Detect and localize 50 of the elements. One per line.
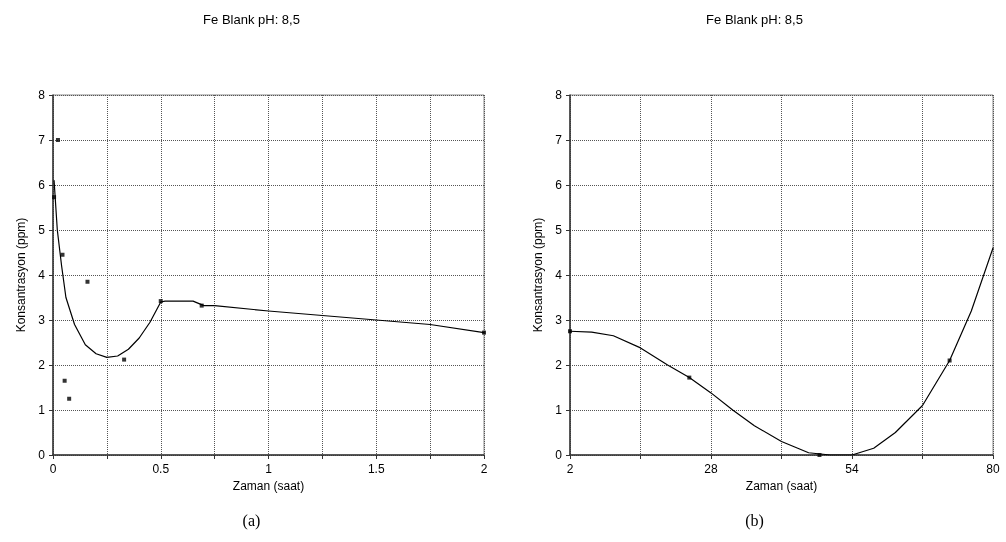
- y-tick-label: 7: [38, 133, 46, 147]
- y-tick-label: 8: [38, 88, 46, 102]
- y-tick-label: 6: [555, 178, 563, 192]
- text: (a): [242, 511, 261, 530]
- y-tick-label: 4: [38, 268, 46, 282]
- line-series: [53, 179, 485, 358]
- point: [568, 329, 572, 334]
- y-tick-label: 6: [38, 178, 46, 192]
- point: [62, 378, 67, 383]
- y-axis-title: Konsantrasyon (ppm): [14, 217, 28, 333]
- y-tick-label: 1: [555, 403, 563, 417]
- y-tick-label: 4: [555, 268, 563, 282]
- y-tick-label: 7: [555, 133, 563, 147]
- point: [122, 357, 127, 362]
- text: (b): [745, 511, 764, 530]
- x-tick-label: 54: [845, 462, 859, 476]
- x-tick-label: 1.5: [367, 462, 385, 476]
- point: [60, 252, 65, 257]
- point: [199, 303, 204, 308]
- chart-title: Fe Blank pH: 8,5: [203, 12, 300, 27]
- point: [687, 375, 692, 380]
- point: [158, 299, 163, 304]
- chart-title: Fe Blank pH: 8,5: [706, 12, 803, 27]
- point: [67, 396, 72, 401]
- x-axis-title: Zaman (saat): [745, 478, 818, 493]
- x-tick-label: 80: [986, 462, 1000, 476]
- x-tick-label: 0.5: [152, 462, 170, 476]
- y-axis-title: Konsantrasyon (ppm): [531, 217, 545, 333]
- y-tick-label: 3: [555, 313, 563, 327]
- y-tick-label: 8: [555, 88, 563, 102]
- point: [817, 453, 822, 457]
- y-tick-label: 2: [555, 358, 563, 372]
- point: [52, 195, 57, 200]
- point: [85, 279, 90, 284]
- x-tick-label: 0: [49, 462, 57, 476]
- y-tick-label: 3: [38, 313, 46, 327]
- point: [55, 138, 60, 142]
- point: [482, 330, 486, 335]
- y-tick-label: 2: [38, 358, 46, 372]
- point: [947, 358, 952, 363]
- x-tick-label: 2: [480, 462, 488, 476]
- x-tick-label: 1: [265, 462, 273, 476]
- y-tick-label: 1: [38, 403, 46, 417]
- x-axis-title: Zaman (saat): [232, 478, 305, 493]
- y-tick-label: 0: [38, 448, 46, 462]
- x-tick-label: 28: [704, 462, 718, 476]
- y-tick-label: 0: [555, 448, 563, 462]
- x-tick-label: 2: [566, 462, 574, 476]
- y-tick-label: 5: [555, 223, 563, 237]
- y-tick-label: 5: [38, 223, 46, 237]
